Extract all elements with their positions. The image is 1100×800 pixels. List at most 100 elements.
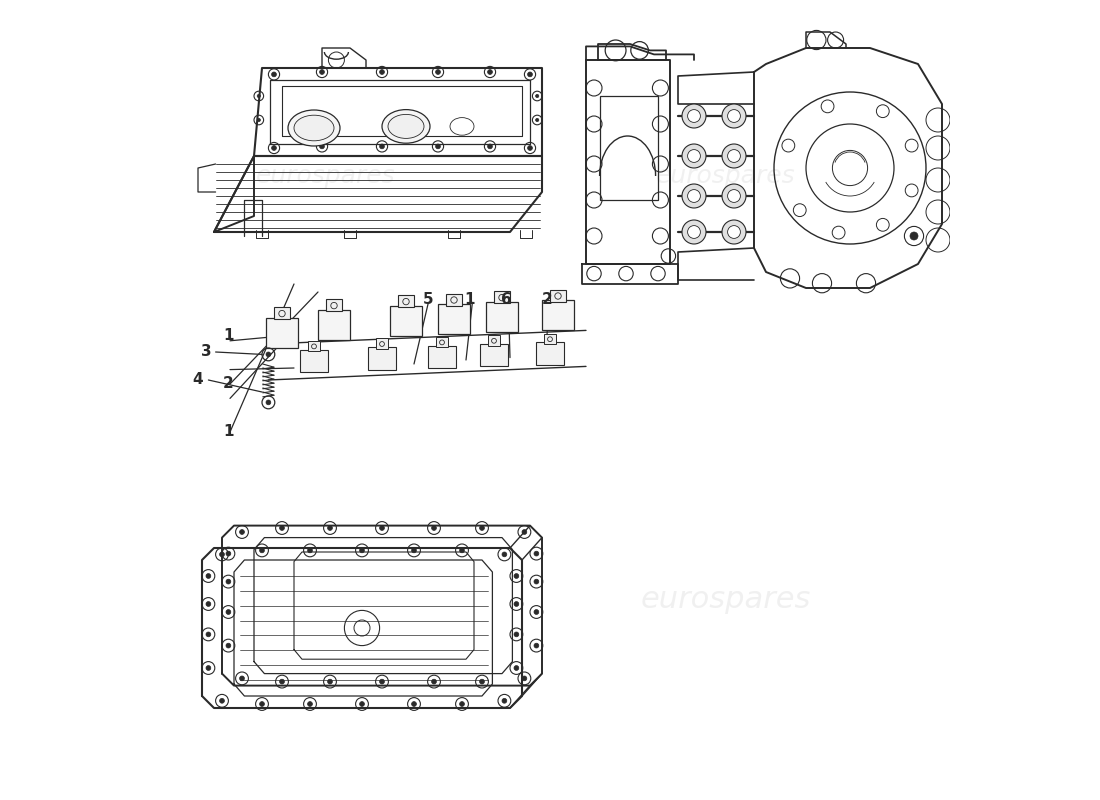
Circle shape [910, 232, 918, 240]
Circle shape [528, 72, 532, 77]
Circle shape [206, 602, 211, 606]
Circle shape [436, 144, 440, 149]
Circle shape [431, 526, 437, 530]
Text: 2: 2 [542, 293, 553, 307]
Bar [266, 318, 298, 348]
Circle shape [328, 679, 332, 684]
Circle shape [226, 579, 231, 584]
Circle shape [722, 144, 746, 168]
Circle shape [360, 548, 364, 553]
Circle shape [266, 400, 271, 405]
Circle shape [688, 226, 701, 238]
Circle shape [320, 70, 324, 74]
Circle shape [534, 579, 539, 584]
Circle shape [682, 184, 706, 208]
Circle shape [328, 526, 332, 530]
Text: 3: 3 [200, 345, 211, 359]
Circle shape [727, 110, 740, 122]
Text: 5: 5 [424, 293, 433, 307]
Circle shape [206, 666, 211, 670]
Circle shape [226, 610, 231, 614]
Text: eurospares: eurospares [657, 164, 795, 188]
Bar [600, 96, 658, 200]
Circle shape [682, 104, 706, 128]
Text: eurospares: eurospares [256, 164, 396, 188]
Bar [480, 344, 508, 366]
Circle shape [226, 551, 231, 556]
Circle shape [502, 698, 507, 703]
Circle shape [534, 610, 539, 614]
Circle shape [279, 679, 285, 684]
Bar [274, 307, 290, 319]
Circle shape [411, 548, 417, 553]
Circle shape [534, 551, 539, 556]
Circle shape [522, 530, 527, 534]
Circle shape [220, 552, 224, 557]
Bar [438, 304, 470, 334]
Circle shape [487, 70, 493, 74]
Circle shape [308, 548, 312, 553]
Bar [318, 310, 350, 340]
Ellipse shape [450, 118, 474, 135]
Bar [542, 300, 574, 330]
Circle shape [257, 94, 261, 98]
Bar [446, 294, 462, 306]
Circle shape [727, 190, 740, 202]
Circle shape [727, 226, 740, 238]
Circle shape [226, 643, 231, 648]
Circle shape [514, 602, 519, 606]
Circle shape [266, 352, 271, 357]
Circle shape [460, 548, 464, 553]
Ellipse shape [382, 110, 430, 143]
Circle shape [727, 150, 740, 162]
Circle shape [536, 94, 539, 98]
Circle shape [514, 666, 519, 670]
Bar [543, 334, 557, 344]
Bar [494, 291, 510, 303]
Circle shape [260, 548, 264, 553]
Bar [536, 342, 564, 365]
Circle shape [379, 526, 384, 530]
Ellipse shape [388, 114, 424, 138]
Circle shape [320, 144, 324, 149]
Circle shape [688, 150, 701, 162]
Ellipse shape [288, 110, 340, 146]
Circle shape [279, 526, 285, 530]
Text: 1: 1 [223, 329, 233, 343]
Circle shape [514, 574, 519, 578]
Circle shape [436, 70, 440, 74]
Circle shape [411, 702, 417, 706]
Bar [398, 295, 414, 307]
Circle shape [308, 702, 312, 706]
Text: 2: 2 [223, 377, 234, 391]
Circle shape [379, 679, 384, 684]
Bar [436, 337, 449, 347]
Circle shape [528, 146, 532, 150]
Circle shape [722, 184, 746, 208]
Circle shape [206, 632, 211, 637]
Circle shape [502, 552, 507, 557]
Text: 4: 4 [192, 373, 204, 387]
Ellipse shape [294, 115, 334, 141]
Circle shape [487, 144, 493, 149]
Circle shape [722, 104, 746, 128]
Circle shape [522, 676, 527, 681]
Circle shape [514, 632, 519, 637]
Circle shape [272, 146, 276, 150]
Circle shape [379, 144, 384, 149]
Text: eurospares: eurospares [641, 586, 811, 614]
Circle shape [682, 144, 706, 168]
Bar [486, 302, 518, 332]
Circle shape [536, 118, 539, 122]
Bar [368, 347, 396, 370]
Circle shape [688, 190, 701, 202]
Bar [326, 299, 342, 311]
Circle shape [272, 72, 276, 77]
Circle shape [240, 676, 244, 681]
Circle shape [688, 110, 701, 122]
Bar [428, 346, 456, 368]
Bar [487, 335, 500, 346]
Circle shape [460, 702, 464, 706]
Circle shape [240, 530, 244, 534]
Circle shape [206, 574, 211, 578]
